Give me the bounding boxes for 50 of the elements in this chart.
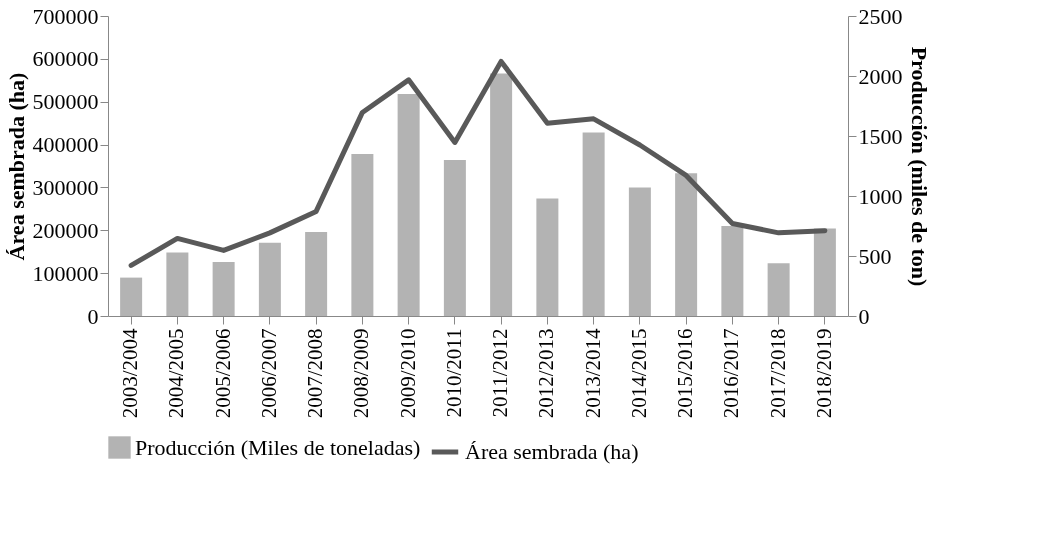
x-tick-label: 2014/2015 [626,328,651,419]
x-tick-label: 2004/2005 [164,328,189,419]
bar [258,242,281,316]
x-tick-label: 2013/2014 [580,328,605,419]
x-tick-label: 2011/2012 [488,328,513,418]
y2-tick-label: 2500 [858,3,903,29]
x-tick-label: 2009/2010 [395,328,420,419]
y-tick-label: 500000 [32,89,99,115]
x-tick-label: 2010/2011 [441,328,466,418]
bar [721,226,744,316]
y-tick-label: 300000 [32,174,99,200]
bar [490,73,513,316]
bar [675,173,698,316]
y-tick-label: 400000 [32,132,99,158]
bar [628,187,651,316]
x-tick-label: 2005/2006 [210,328,235,419]
y-axis-title: Área sembrada (ha) [3,72,29,261]
bar [536,198,559,316]
x-tick-label: 2018/2019 [811,328,836,419]
y-tick-label: 0 [87,303,99,329]
bar [767,263,790,316]
bar [397,94,420,316]
y-tick-label: 700000 [32,3,99,29]
y2-tick-label: 1500 [858,123,903,149]
x-tick-label: 2003/2004 [118,328,143,419]
x-tick-label: 2007/2008 [303,328,328,419]
bar [443,160,466,316]
bar [212,262,235,316]
bar [305,232,328,316]
x-tick-label: 2008/2009 [349,328,374,419]
y-tick-label: 200000 [32,217,99,243]
x-tick-label: 2016/2017 [719,328,744,419]
x-tick-label: 2006/2007 [256,328,281,419]
y-tick-label: 600000 [32,46,99,72]
x-tick-label: 2017/2018 [765,328,790,419]
bar [582,132,605,316]
x-tick-label: 2012/2013 [534,328,559,419]
y2-tick-label: 2000 [858,63,903,89]
y2-axis-title: Producción (miles de ton) [906,46,932,287]
legend-label: Producción (Miles de toneladas) [135,434,421,460]
y2-tick-label: 0 [858,303,870,329]
y2-tick-label: 500 [858,243,892,269]
bar [813,228,836,316]
y2-tick-label: 1000 [858,183,903,209]
bar [166,252,189,316]
bar [120,277,143,316]
y-tick-label: 100000 [32,260,99,286]
x-tick-label: 2015/2016 [673,328,698,419]
bar [351,154,374,316]
legend-label: Área sembrada (ha) [465,439,639,464]
